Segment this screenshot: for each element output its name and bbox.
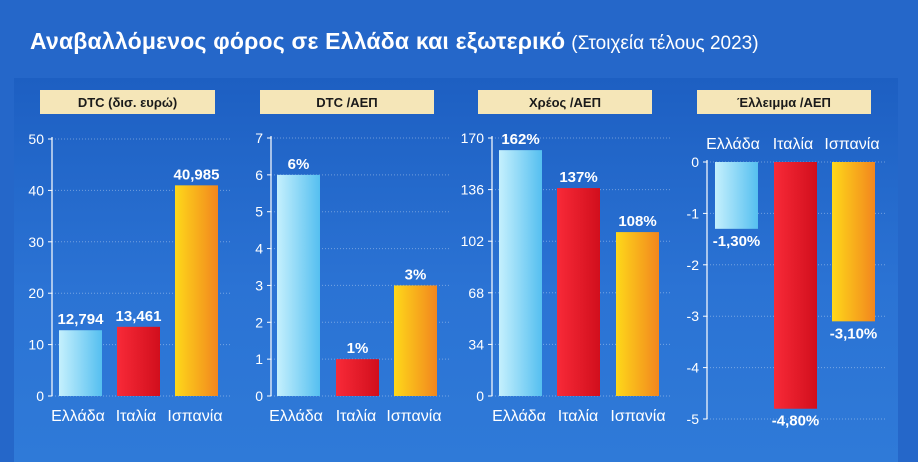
x-category-label: Ελλάδα	[706, 136, 760, 153]
chart-panel: DTC /ΑΕΠ 0 1 2 3 4 5 6 7 6% Ελλάδα 1% Ιταλία 3% Ισπανί…	[255, 90, 449, 425]
y-tick-label: 50	[28, 131, 44, 147]
page-subtitle: (Στοιχεία τέλους 2023)	[571, 33, 759, 54]
data-label: -1,30%	[713, 233, 761, 250]
y-tick-label: 5	[255, 204, 263, 220]
x-category-label: Ισπανία	[386, 408, 441, 425]
data-label: 6%	[288, 156, 310, 173]
chart-panel: Έλλειμμα /ΑΕΠ 0 -1 -2 -3 -4 -5 -1,30% Ελλάδα -4,8…	[687, 90, 885, 430]
data-label: 12,794	[58, 311, 105, 328]
x-category-label: Ιταλία	[116, 408, 157, 425]
y-tick-label: 2	[255, 314, 263, 330]
bar-greece	[59, 330, 102, 396]
chart-title: DTC /ΑΕΠ	[316, 95, 377, 110]
bar-italy	[557, 188, 600, 396]
data-label: 108%	[618, 213, 656, 230]
y-tick-label: -3	[687, 308, 700, 324]
x-category-label: Ελλάδα	[269, 408, 323, 425]
y-tick-label: 10	[28, 337, 44, 353]
y-tick-label: -1	[687, 205, 700, 221]
y-tick-label: 0	[255, 388, 263, 404]
x-category-label: Ισπανία	[610, 408, 665, 425]
y-tick-label: 20	[28, 285, 44, 301]
y-tick-label: 40	[28, 182, 44, 198]
y-tick-label: -2	[687, 257, 700, 273]
chart-header-bar	[478, 90, 652, 114]
chart-header-bar	[40, 90, 215, 114]
data-label: 1%	[347, 340, 369, 357]
chart-header-bar	[260, 90, 434, 114]
chart-title: Χρέος /ΑΕΠ	[529, 95, 601, 110]
y-tick-label: 3	[255, 277, 263, 293]
x-category-label: Ισπανία	[824, 136, 879, 153]
bar-italy	[117, 326, 160, 396]
data-label: -4,80%	[772, 413, 820, 430]
y-tick-label: 4	[255, 241, 263, 257]
chart-header-bar	[697, 90, 871, 114]
y-tick-label: 6	[255, 167, 263, 183]
chart-title-block: Αναβαλλόμενος φόρος σε Ελλάδα και εξωτερ…	[30, 28, 759, 55]
chart-title: DTC (δισ. ευρώ)	[78, 95, 177, 110]
chart-title: Έλλειμμα /ΑΕΠ	[737, 95, 831, 110]
data-label: 162%	[501, 131, 539, 148]
chart-panel: DTC (δισ. ευρώ) 0 10 20 30 40 50 12,794 Ελλάδα 13…	[28, 90, 230, 425]
y-tick-label: 1	[255, 351, 263, 367]
chart-panel: Χρέος /ΑΕΠ 0 34 68 102 136 170 162% Ελλάδα 137% Ιτ…	[461, 90, 670, 425]
bar-greece	[715, 162, 758, 229]
bar-italy	[336, 359, 379, 396]
x-category-label: Ιταλία	[773, 136, 814, 153]
bar-greece	[277, 174, 320, 396]
bar-greece	[499, 150, 542, 396]
bar-spain	[616, 232, 659, 396]
data-label: 137%	[559, 169, 597, 186]
x-category-label: Ιταλία	[336, 408, 377, 425]
y-tick-label: 0	[36, 388, 44, 404]
y-tick-label: 136	[461, 182, 485, 198]
y-tick-label: 34	[468, 336, 484, 352]
y-tick-label: 7	[255, 130, 263, 146]
y-tick-label: 68	[468, 285, 484, 301]
y-tick-label: -5	[687, 411, 700, 427]
charts-group: DTC (δισ. ευρώ)0102030405012,794Ελλάδα13…	[28, 90, 885, 430]
bar-spain	[394, 285, 437, 396]
x-category-label: Ελλάδα	[492, 408, 546, 425]
panel-background	[237, 78, 462, 462]
bar-spain	[175, 185, 218, 396]
y-tick-label: 170	[461, 130, 485, 146]
x-category-label: Ελλάδα	[51, 408, 105, 425]
y-tick-label: 102	[461, 233, 485, 249]
page-title: Αναβαλλόμενος φόρος σε Ελλάδα και εξωτερ…	[30, 28, 566, 54]
y-tick-label: 0	[691, 154, 699, 170]
bar-spain	[832, 162, 875, 322]
x-category-label: Ισπανία	[167, 408, 222, 425]
y-tick-label: 30	[28, 234, 44, 250]
data-label: 13,461	[116, 308, 162, 325]
data-label: 3%	[405, 266, 427, 283]
x-category-label: Ιταλία	[558, 408, 599, 425]
y-tick-label: -4	[687, 360, 700, 376]
data-label: -3,10%	[830, 325, 878, 342]
data-label: 40,985	[174, 166, 220, 183]
y-tick-label: 0	[476, 388, 484, 404]
bar-italy	[774, 162, 817, 409]
